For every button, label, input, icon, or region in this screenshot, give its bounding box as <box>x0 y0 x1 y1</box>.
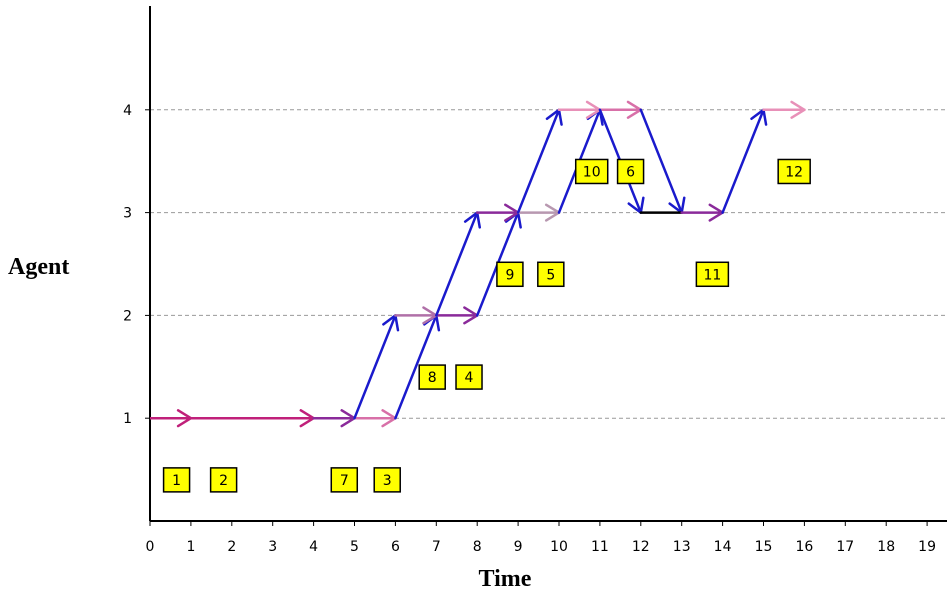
arrow <box>435 306 479 325</box>
step-label: 8 <box>418 364 446 390</box>
step-label-box <box>496 261 524 288</box>
arrow <box>516 203 561 222</box>
x-tick-label: 7 <box>432 539 441 555</box>
x-tick-label: 17 <box>836 539 854 555</box>
step-label-text: 12 <box>785 164 803 180</box>
step-label-text: 9 <box>505 267 514 283</box>
step-label: 2 <box>209 467 238 493</box>
step-label-text: 8 <box>428 370 437 386</box>
step-label-box <box>537 261 565 288</box>
arrow <box>312 409 356 428</box>
step-label-text: 4 <box>465 370 474 386</box>
step-label-text: 7 <box>340 473 349 489</box>
arrow-shaft <box>394 314 438 420</box>
step-label: 3 <box>373 467 401 493</box>
step-label-box <box>209 467 238 493</box>
arrow <box>598 100 643 119</box>
x-tick-label: 2 <box>227 539 236 555</box>
x-tick-label: 0 <box>146 539 155 555</box>
x-tick-label: 8 <box>473 539 482 555</box>
step-label: 10 <box>574 158 609 185</box>
arrow-series <box>150 100 806 428</box>
arrow <box>353 409 397 428</box>
arrow <box>721 108 768 214</box>
x-tick-label: 12 <box>632 539 650 555</box>
step-label: 9 <box>496 261 524 288</box>
step-label-box <box>574 158 609 185</box>
step-label: 12 <box>777 158 811 185</box>
x-tick-label: 16 <box>795 539 813 555</box>
step-label-box <box>418 364 446 390</box>
x-tick-label: 19 <box>918 539 936 555</box>
arrow-shaft <box>516 108 561 214</box>
step-label: 4 <box>455 364 483 390</box>
step-label-text: 6 <box>626 164 635 180</box>
x-axis-title: Time <box>478 566 532 592</box>
x-tick-label: 10 <box>550 539 568 555</box>
step-label-box <box>695 261 730 288</box>
x-tick-label: 3 <box>268 539 277 555</box>
step-label-box <box>330 467 359 493</box>
x-tick-label: 5 <box>350 539 359 555</box>
arrow <box>516 108 563 214</box>
step-label-text: 5 <box>546 267 555 283</box>
arrow-shaft <box>353 314 397 420</box>
arrow <box>435 211 482 317</box>
arrow-shaft <box>639 108 683 214</box>
step-label: 5 <box>537 261 565 288</box>
x-tick-label: 15 <box>755 539 773 555</box>
arrow <box>353 314 400 420</box>
step-label-box <box>373 467 401 493</box>
arrow <box>680 203 724 222</box>
step-label: 1 <box>162 467 191 493</box>
y-tick-label: 4 <box>123 103 132 119</box>
x-tick-label: 4 <box>309 539 318 555</box>
x-tick-label: 9 <box>514 539 523 555</box>
y-tick-label: 3 <box>123 206 132 222</box>
arrow <box>639 108 686 214</box>
arrow <box>189 409 315 428</box>
axes <box>145 6 947 526</box>
x-tick-label: 14 <box>714 539 732 555</box>
x-tick-label: 13 <box>673 539 691 555</box>
step-label-box <box>455 364 483 390</box>
step-label-text: 1 <box>172 473 181 489</box>
step-label: 11 <box>695 261 730 288</box>
y-tick-label: 1 <box>123 411 132 427</box>
step-label-box <box>162 467 191 493</box>
x-tick-label: 6 <box>391 539 400 555</box>
step-label-text: 2 <box>219 473 228 489</box>
step-label-box <box>777 158 811 185</box>
step-label: 7 <box>330 467 359 493</box>
step-label-text: 11 <box>703 267 721 283</box>
y-tick-label: 2 <box>123 308 132 324</box>
arrow-shaft <box>721 108 765 214</box>
x-tick-label: 11 <box>591 539 609 555</box>
arrow-shaft <box>435 211 479 317</box>
arrow <box>150 409 193 428</box>
step-label-box <box>616 158 645 185</box>
arrow <box>762 100 806 119</box>
x-tick-label: 1 <box>186 539 195 555</box>
arrow-head <box>790 100 806 119</box>
step-label-text: 3 <box>383 473 392 489</box>
step-label: 6 <box>616 158 645 185</box>
step-label-text: 10 <box>583 164 601 180</box>
x-tick-label: 18 <box>877 539 895 555</box>
y-axis-title: Agent <box>8 254 70 280</box>
